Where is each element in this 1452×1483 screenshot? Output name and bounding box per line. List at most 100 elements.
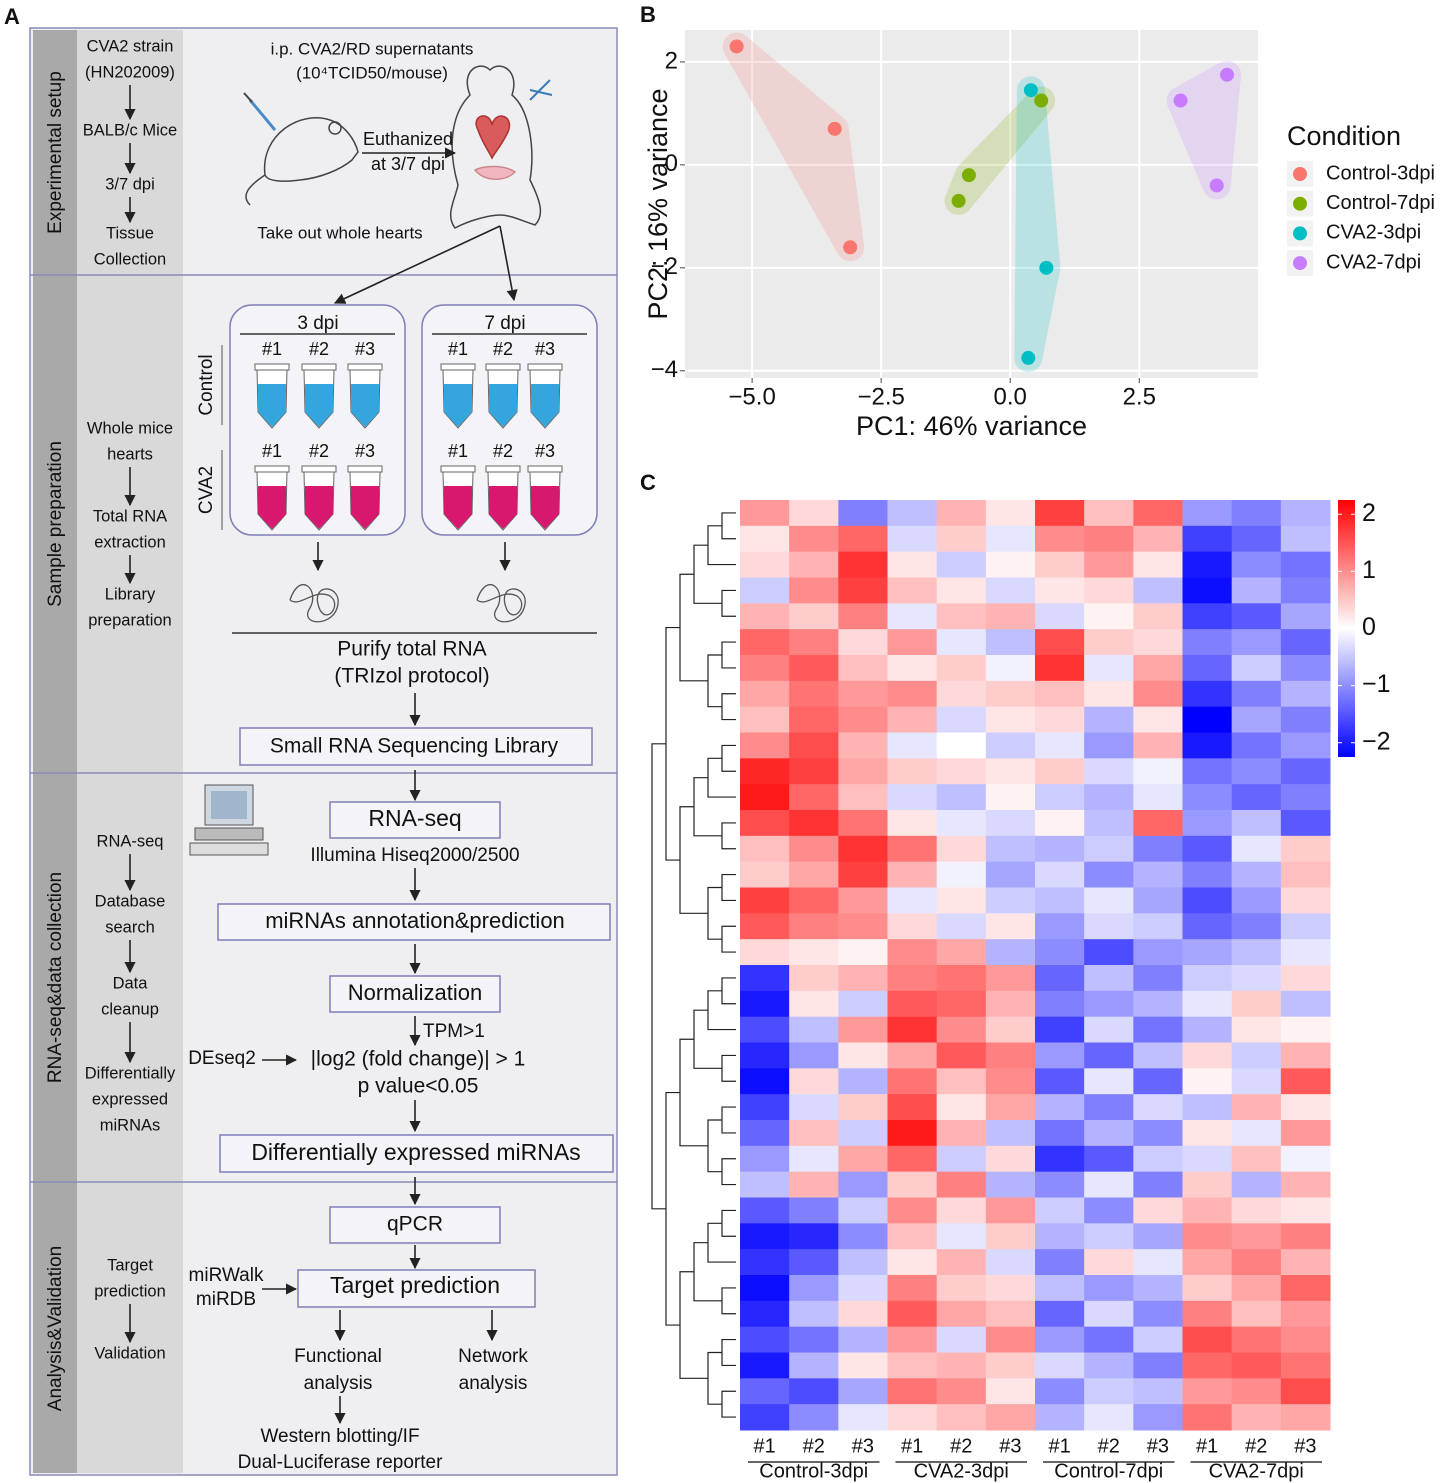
label: CVA2 bbox=[196, 466, 217, 514]
heatmap-cell bbox=[1084, 835, 1134, 863]
plot-background bbox=[685, 30, 1258, 378]
heatmap-cell bbox=[1280, 1197, 1331, 1224]
label: CVA2-7dpi bbox=[1326, 251, 1421, 273]
heatmap-cell bbox=[936, 732, 987, 759]
heatmap-cell bbox=[936, 1249, 987, 1276]
heatmap-cell bbox=[740, 861, 790, 888]
label: Whole mice bbox=[87, 419, 173, 437]
label: #3 bbox=[535, 339, 555, 359]
label: #2 bbox=[1098, 1435, 1120, 1457]
heatmap-cell bbox=[1035, 758, 1085, 785]
heatmap-cell bbox=[1133, 990, 1183, 1018]
heatmap-cell bbox=[887, 577, 938, 604]
heatmap-cell bbox=[1231, 732, 1282, 759]
heatmap-cell bbox=[1084, 1378, 1134, 1405]
heatmap-cell bbox=[740, 1042, 790, 1069]
heatmap-cell bbox=[1133, 1249, 1183, 1276]
label: −5.0 bbox=[728, 383, 775, 410]
heatmap-cell bbox=[985, 1042, 1036, 1069]
heatmap-cell bbox=[1035, 655, 1085, 682]
heatmap-cell bbox=[985, 1352, 1036, 1379]
label: expressed bbox=[92, 1090, 168, 1108]
heatmap-cell bbox=[887, 1120, 938, 1147]
heatmap-cell bbox=[1084, 1404, 1134, 1431]
label: TPM>1 bbox=[423, 1021, 485, 1042]
heatmap-cell bbox=[789, 1275, 839, 1302]
legend-marker bbox=[1293, 226, 1307, 241]
heatmap-cell bbox=[1231, 1197, 1282, 1224]
heatmap-cell bbox=[740, 1378, 790, 1405]
heatmap-cell bbox=[1280, 1378, 1331, 1405]
label: CVA2-3dpi bbox=[914, 1460, 1009, 1482]
heatmap-cell bbox=[789, 887, 839, 914]
heatmap-cell bbox=[1035, 1300, 1085, 1328]
heatmap-cell bbox=[1084, 939, 1134, 966]
label: Purify total RNA bbox=[337, 638, 486, 661]
heatmap-cell bbox=[1133, 1223, 1183, 1250]
heatmap-cell bbox=[1231, 525, 1282, 553]
heatmap-cell bbox=[985, 810, 1036, 837]
heatmap-cell bbox=[1182, 1042, 1233, 1069]
heatmap-cell bbox=[789, 706, 839, 733]
point bbox=[1023, 83, 1038, 98]
dendrogram bbox=[721, 693, 736, 721]
heatmap-cell bbox=[838, 706, 888, 733]
heatmap-cell bbox=[887, 551, 938, 578]
heatmap-cell bbox=[887, 1275, 938, 1302]
heatmap-cell bbox=[1182, 603, 1233, 630]
heatmap-cell bbox=[1035, 1404, 1085, 1431]
box bbox=[219, 1134, 614, 1173]
heatmap-cell bbox=[1182, 784, 1233, 811]
dendrogram bbox=[721, 925, 736, 953]
heatmap-cell bbox=[789, 758, 839, 785]
heatmap-cell bbox=[1035, 500, 1085, 527]
label: #2 bbox=[309, 441, 329, 461]
label: Condition bbox=[1287, 121, 1401, 151]
heatmap-cell bbox=[740, 887, 790, 914]
heatmap-cell bbox=[789, 990, 839, 1018]
heatmap-cell bbox=[887, 680, 938, 708]
heatmap-cell bbox=[838, 629, 888, 656]
box bbox=[217, 903, 611, 941]
heatmap-cell bbox=[936, 629, 987, 656]
heatmap-cell bbox=[887, 1094, 938, 1121]
heatmap-cell bbox=[985, 913, 1036, 940]
heatmap-cell bbox=[1084, 1326, 1134, 1353]
label: Validation bbox=[94, 1344, 165, 1362]
heatmap-cell bbox=[1133, 603, 1183, 630]
legend-marker bbox=[1293, 167, 1307, 181]
heatmap-cell bbox=[838, 732, 888, 759]
heatmap-cell bbox=[985, 1404, 1036, 1431]
heatmap-cell bbox=[936, 1068, 987, 1095]
heatmap-cell bbox=[1133, 1275, 1183, 1302]
heatmap-cell bbox=[740, 525, 790, 553]
heatmap-cell bbox=[985, 525, 1036, 553]
heatmap-cell bbox=[1231, 603, 1282, 630]
heatmap-cell bbox=[789, 1042, 839, 1069]
heatmap-cell bbox=[1182, 1300, 1233, 1328]
label: Small RNA Sequencing Library bbox=[270, 735, 559, 758]
heatmap-cell bbox=[1231, 835, 1282, 863]
heatmap-cell bbox=[1035, 1068, 1085, 1095]
heatmap-cell bbox=[1231, 861, 1282, 888]
heatmap-cell bbox=[838, 1275, 888, 1302]
label: Network bbox=[458, 1346, 528, 1367]
heatmap-cell bbox=[740, 1352, 790, 1379]
heatmap-cell bbox=[1182, 680, 1233, 708]
label: Data bbox=[113, 974, 149, 992]
label: Western blotting/IF bbox=[260, 1426, 419, 1447]
heatmap-cell bbox=[838, 1145, 888, 1173]
heatmap-cell bbox=[887, 1042, 938, 1069]
heatmap-cell bbox=[985, 551, 1036, 578]
heatmap-cell bbox=[887, 1300, 938, 1328]
heatmap-cell bbox=[838, 603, 888, 630]
label: |log2 (fold change)| > 1 bbox=[311, 1048, 526, 1071]
heatmap-cell bbox=[740, 939, 790, 966]
heatmap-cell bbox=[1133, 525, 1183, 553]
heatmap-cell bbox=[1084, 1068, 1134, 1095]
tube bbox=[485, 363, 521, 371]
heatmap-cell bbox=[1133, 1094, 1183, 1121]
heatmap-cell bbox=[1231, 706, 1282, 733]
label: prediction bbox=[94, 1282, 166, 1300]
heatmap-cell bbox=[936, 1145, 987, 1173]
